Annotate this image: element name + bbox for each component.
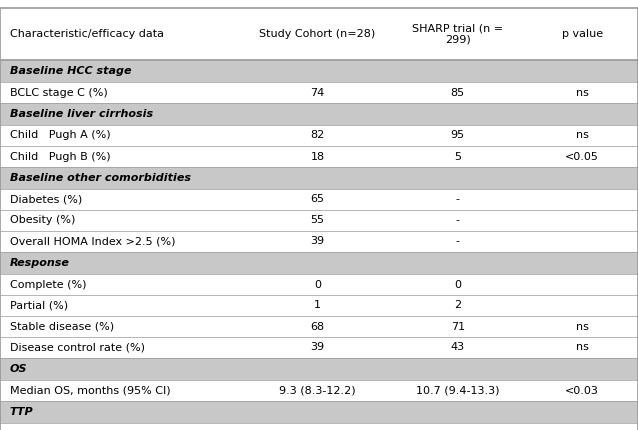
Text: <0.03: <0.03 <box>565 386 599 396</box>
Text: 9.3 (8.3-12.2): 9.3 (8.3-12.2) <box>279 386 356 396</box>
Text: 74: 74 <box>310 87 325 98</box>
Text: -: - <box>456 194 460 205</box>
Text: TTP: TTP <box>10 407 33 417</box>
Bar <box>0 146 638 167</box>
Text: 5: 5 <box>454 151 461 162</box>
Text: ns: ns <box>575 87 589 98</box>
Text: 39: 39 <box>310 237 325 246</box>
Bar <box>0 189 638 210</box>
Bar <box>0 103 638 125</box>
Bar <box>0 167 638 189</box>
Text: ns: ns <box>575 322 589 332</box>
Text: Child   Pugh A (%): Child Pugh A (%) <box>10 130 110 141</box>
Text: p value: p value <box>561 29 603 39</box>
Bar <box>0 423 638 430</box>
Text: <0.05: <0.05 <box>565 151 599 162</box>
Text: 1: 1 <box>314 301 321 310</box>
Text: 82: 82 <box>310 130 325 141</box>
Bar <box>0 125 638 146</box>
Text: Study Cohort (n=28): Study Cohort (n=28) <box>259 29 376 39</box>
Text: 0: 0 <box>454 280 461 289</box>
Bar <box>0 337 638 358</box>
Text: 65: 65 <box>311 194 324 205</box>
Bar <box>0 380 638 401</box>
Text: 68: 68 <box>310 322 325 332</box>
Text: 43: 43 <box>450 343 465 353</box>
Bar <box>0 358 638 380</box>
Text: Overall HOMA Index >2.5 (%): Overall HOMA Index >2.5 (%) <box>10 237 175 246</box>
Text: 2: 2 <box>454 301 461 310</box>
Bar <box>0 60 638 82</box>
Text: Median OS, months (95% CI): Median OS, months (95% CI) <box>10 386 170 396</box>
Text: 85: 85 <box>450 87 465 98</box>
Text: 95: 95 <box>450 130 465 141</box>
Bar <box>0 231 638 252</box>
Text: Characteristic/efficacy data: Characteristic/efficacy data <box>10 29 163 39</box>
Text: BCLC stage C (%): BCLC stage C (%) <box>10 87 107 98</box>
Text: ns: ns <box>575 130 589 141</box>
Text: Child   Pugh B (%): Child Pugh B (%) <box>10 151 110 162</box>
Text: -: - <box>456 237 460 246</box>
Text: 39: 39 <box>310 343 325 353</box>
Bar <box>0 210 638 231</box>
Text: 71: 71 <box>450 322 465 332</box>
Text: 18: 18 <box>310 151 325 162</box>
Text: 0: 0 <box>314 280 321 289</box>
Text: ns: ns <box>575 343 589 353</box>
Bar <box>0 316 638 337</box>
Text: Partial (%): Partial (%) <box>10 301 68 310</box>
Bar <box>0 82 638 103</box>
Text: Complete (%): Complete (%) <box>10 280 86 289</box>
Text: Response: Response <box>10 258 70 268</box>
Bar <box>0 401 638 423</box>
Text: OS: OS <box>10 364 27 374</box>
Bar <box>0 252 638 274</box>
Text: SHARP trial (n =
299): SHARP trial (n = 299) <box>412 23 503 45</box>
Text: Baseline liver cirrhosis: Baseline liver cirrhosis <box>10 109 152 119</box>
Text: -: - <box>456 215 460 225</box>
Bar <box>0 295 638 316</box>
Bar <box>0 8 638 60</box>
Text: Obesity (%): Obesity (%) <box>10 215 75 225</box>
Bar <box>0 274 638 295</box>
Text: Baseline other comorbidities: Baseline other comorbidities <box>10 173 191 183</box>
Text: 55: 55 <box>311 215 324 225</box>
Text: Baseline HCC stage: Baseline HCC stage <box>10 66 131 76</box>
Text: Diabetes (%): Diabetes (%) <box>10 194 82 205</box>
Text: Stable disease (%): Stable disease (%) <box>10 322 114 332</box>
Text: 10.7 (9.4-13.3): 10.7 (9.4-13.3) <box>416 386 500 396</box>
Text: Disease control rate (%): Disease control rate (%) <box>10 343 145 353</box>
